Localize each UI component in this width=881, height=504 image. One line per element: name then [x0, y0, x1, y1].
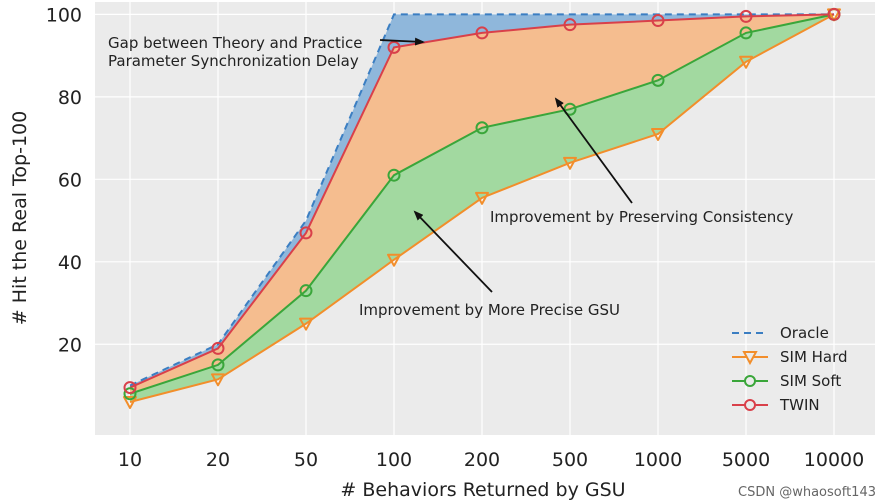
- x-axis-label: # Behaviors Returned by GSU: [340, 479, 625, 501]
- x-tick-label: 500: [552, 449, 588, 471]
- point-sim-soft: [299, 284, 313, 298]
- y-tick-label: 80: [58, 87, 82, 109]
- watermark: CSDN @whaosoft143: [738, 485, 876, 500]
- point-twin: [299, 226, 313, 240]
- legend-label-sim-hard: SIM Hard: [780, 348, 848, 366]
- legend-label-twin: TWIN: [779, 396, 820, 414]
- annotation-gap-line1: Gap between Theory and Practice: [108, 34, 363, 52]
- annotation-consistency-arrow: [554, 97, 633, 204]
- point-sim-hard: [211, 373, 225, 387]
- annotation-gsu: Improvement by More Precise GSU: [359, 210, 620, 319]
- legend-marker-sim-soft: [744, 375, 756, 387]
- legend-label-sim-soft: SIM Soft: [780, 372, 841, 390]
- y-tick-label: 100: [46, 4, 82, 26]
- annotation-gap-arrow: [379, 37, 425, 46]
- point-sim-soft: [739, 26, 753, 40]
- point-sim-soft: [387, 168, 401, 182]
- series-lines: [129, 13, 835, 403]
- point-twin: [651, 14, 665, 28]
- legend-marker-sim-hard: [742, 351, 758, 366]
- series-markers: [123, 7, 841, 410]
- x-tick-label: 10000: [804, 449, 864, 471]
- point-sim-soft: [475, 121, 489, 135]
- point-twin: [211, 341, 225, 355]
- x-tick-label: 20: [206, 449, 230, 471]
- point-twin: [475, 26, 489, 40]
- annotation-gap-line2: Parameter Synchronization Delay: [108, 52, 359, 70]
- point-twin: [123, 381, 137, 395]
- annotation-gsu-arrow: [413, 210, 493, 293]
- legend: Oracle SIM Hard SIM Soft TWIN: [732, 324, 848, 414]
- y-axis-label: # Hit the Real Top-100: [9, 111, 31, 325]
- y-tick-label: 20: [58, 334, 82, 356]
- x-tick-label: 50: [294, 449, 318, 471]
- series-line-twin: [129, 13, 835, 389]
- point-sim-hard: [475, 191, 489, 205]
- point-sim-hard: [739, 55, 753, 69]
- series-line-sim-soft: [129, 13, 835, 395]
- series-line-oracle: [129, 13, 834, 387]
- point-twin: [827, 7, 841, 21]
- x-tick-label: 100: [376, 449, 412, 471]
- annotation-gsu-text: Improvement by More Precise GSU: [359, 301, 620, 319]
- annotation-consistency: Improvement by Preserving Consistency: [490, 97, 794, 226]
- x-tick-label: 200: [464, 449, 500, 471]
- point-sim-hard: [123, 396, 137, 410]
- point-sim-hard: [299, 317, 313, 331]
- point-sim-hard: [651, 127, 665, 141]
- point-sim-hard: [387, 253, 401, 267]
- x-tick-label: 1000: [634, 449, 682, 471]
- x-tick-labels: 10 20 50 100 200 500 1000 5000 10000: [118, 449, 864, 471]
- legend-label-oracle: Oracle: [780, 324, 829, 342]
- y-tick-label: 40: [58, 252, 82, 274]
- point-twin: [739, 9, 753, 23]
- annotation-consistency-text: Improvement by Preserving Consistency: [490, 208, 794, 226]
- y-tick-labels: 20 40 60 80 100: [46, 4, 82, 356]
- x-tick-label: 10: [118, 449, 142, 471]
- point-twin: [387, 40, 401, 54]
- fill-regions: [130, 14, 834, 403]
- fill-sim-hard-to-sim-soft: [130, 14, 834, 403]
- x-tick-label: 5000: [722, 449, 770, 471]
- legend-marker-twin: [744, 399, 756, 411]
- point-twin: [563, 18, 577, 32]
- series-line-sim-hard: [129, 13, 835, 403]
- point-sim-soft: [123, 387, 137, 401]
- annotation-gap: Gap between Theory and Practice Paramete…: [108, 34, 425, 70]
- fill-sim-soft-to-twin: [130, 14, 834, 394]
- y-tick-label: 60: [58, 169, 82, 191]
- point-sim-soft: [651, 73, 665, 87]
- point-sim-soft: [211, 358, 225, 372]
- point-sim-hard: [563, 156, 577, 170]
